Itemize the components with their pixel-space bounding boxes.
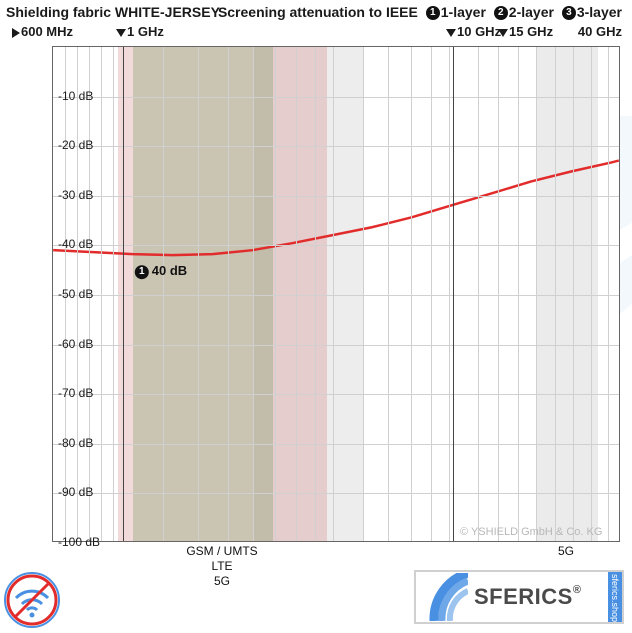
y-axis-label: -70 dB (56, 386, 58, 400)
copyright-text: © YSHIELD GmbH & Co. KG (460, 526, 602, 538)
registered-mark: ® (573, 584, 582, 596)
gridline-horizontal (53, 196, 619, 197)
sferics-badge: SFERICS® sferics.shop (414, 570, 624, 624)
band-label-right: 5G (546, 544, 586, 559)
band-label: GSM / UMTS (162, 544, 282, 559)
callout-40db: 140 dB (135, 263, 187, 279)
gridline-vertical (411, 47, 412, 541)
gridline-horizontal (53, 295, 619, 296)
gridline-vertical (518, 47, 519, 541)
frequency-marker: 600 MHz (12, 24, 73, 39)
title-left: Shielding fabric WHITE-JERSEY (6, 4, 220, 20)
gridline-vertical (431, 47, 432, 541)
sferics-logo-icon (420, 573, 468, 621)
gridline-vertical (449, 47, 450, 541)
gridline-horizontal (53, 394, 619, 395)
gridline-vertical-major (123, 47, 124, 541)
gridline-vertical (498, 47, 499, 541)
gridline-vertical (573, 47, 574, 541)
gridline-vertical (591, 47, 592, 541)
y-axis-label: -20 dB (56, 138, 58, 152)
sferics-side-label: sferics.shop (608, 572, 622, 622)
band-label: LTE (162, 559, 282, 574)
title-right: Screening attenuation to IEEE 11-layer 2… (218, 4, 622, 20)
gridline-vertical (101, 47, 102, 541)
y-axis-label: -60 dB (56, 337, 58, 351)
plot-area: 140 dB (52, 46, 620, 542)
gridline-vertical (198, 47, 199, 541)
gridline-vertical (228, 47, 229, 541)
gridline-vertical (163, 47, 164, 541)
gridline-horizontal (53, 345, 619, 346)
gridline-horizontal (53, 493, 619, 494)
chart-container: Shielding fabric WHITE-JERSEY Screening … (0, 0, 632, 632)
band-label: 5G (162, 574, 282, 589)
band-label: 5G (546, 544, 586, 559)
gridline-vertical (296, 47, 297, 541)
layer-3-marker: 3 (562, 6, 576, 20)
gridline-vertical (608, 47, 609, 541)
frequency-axis-top: 600 MHz 1 GHz 10 GHz15 GHz 40 GHz (6, 24, 622, 42)
layer-2-marker: 2 (494, 6, 508, 20)
y-axis-label: -90 dB (56, 485, 58, 499)
gridline-vertical (333, 47, 334, 541)
gridline-vertical (275, 47, 276, 541)
gridline-vertical (478, 47, 479, 541)
no-wifi-badge (4, 572, 60, 628)
y-axis-label: -50 dB (56, 287, 58, 301)
frequency-marker: 1 GHz (116, 24, 164, 39)
attenuation-curve (53, 47, 619, 541)
y-axis-label: -10 dB (56, 89, 58, 103)
gridline-horizontal (53, 245, 619, 246)
attenuation-curve-line (53, 161, 619, 256)
frequency-marker: 40 GHz (578, 24, 622, 39)
title-right-prefix: Screening attenuation to IEEE (218, 4, 418, 20)
gridline-horizontal (53, 97, 619, 98)
frequency-marker: 10 GHz (446, 24, 501, 39)
gridline-vertical (315, 47, 316, 541)
layer-1-label: 1-layer (441, 4, 486, 20)
gridline-vertical-major (453, 47, 454, 541)
layer-1-marker: 1 (426, 6, 440, 20)
layer-2-label: 2-layer (509, 4, 554, 20)
band-labels-left: GSM / UMTSLTE5G (162, 544, 282, 589)
y-axis-label: -40 dB (56, 237, 58, 251)
layer-3-label: 3-layer (577, 4, 622, 20)
gridline-vertical (113, 47, 114, 541)
y-axis-label: -30 dB (56, 188, 58, 202)
gridline-vertical (253, 47, 254, 541)
gridline-vertical (363, 47, 364, 541)
gridline-vertical (536, 47, 537, 541)
frequency-marker: 15 GHz (498, 24, 553, 39)
gridline-vertical (555, 47, 556, 541)
gridline-horizontal (53, 146, 619, 147)
gridline-vertical (388, 47, 389, 541)
y-axis-label: -80 dB (56, 436, 58, 450)
gridline-horizontal (53, 444, 619, 445)
sferics-brand-text: SFERICS® (474, 584, 581, 610)
y-axis-label: -100 dB (56, 535, 58, 549)
